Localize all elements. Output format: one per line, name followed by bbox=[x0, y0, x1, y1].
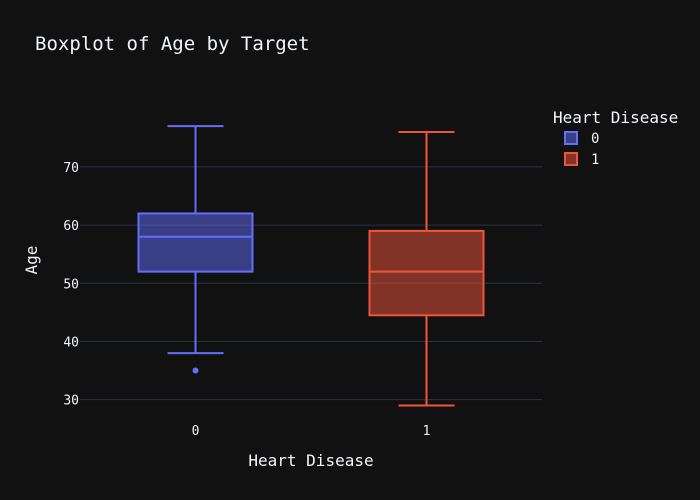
legend: Heart Disease 0 1 bbox=[553, 108, 678, 168]
y-tick-label: 50 bbox=[63, 277, 79, 292]
iqr-box bbox=[137, 212, 254, 273]
legend-item-0: 0 bbox=[564, 131, 599, 147]
box-series-layer bbox=[137, 125, 485, 407]
legend-label: 1 bbox=[591, 152, 599, 168]
outlier-point bbox=[192, 367, 199, 374]
legend-label: 0 bbox=[591, 131, 599, 147]
box-series-1 bbox=[368, 131, 485, 407]
iqr-box bbox=[368, 229, 485, 317]
y-tick-label: 40 bbox=[63, 335, 79, 350]
legend-swatch bbox=[564, 152, 578, 166]
chart-title: Boxplot of Age by Target bbox=[35, 33, 310, 55]
x-axis-title: Heart Disease bbox=[248, 451, 373, 470]
legend-item-1: 1 bbox=[564, 152, 599, 168]
y-tick-label: 30 bbox=[63, 394, 79, 409]
y-tick-label: 60 bbox=[63, 219, 79, 234]
y-tick-labels: 30 40 50 60 70 bbox=[63, 161, 79, 409]
x-tick-label: 1 bbox=[423, 424, 431, 439]
box-series-0 bbox=[137, 125, 254, 374]
legend-title: Heart Disease bbox=[553, 108, 678, 127]
x-tick-label: 0 bbox=[192, 424, 200, 439]
y-tick-label: 70 bbox=[63, 161, 79, 176]
legend-swatch bbox=[564, 131, 578, 145]
y-axis-title: Age bbox=[22, 246, 41, 275]
